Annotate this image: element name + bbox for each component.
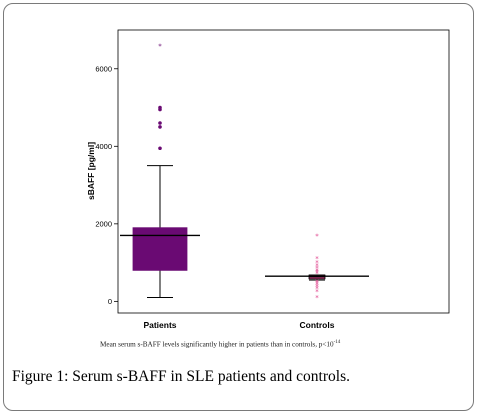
y-axis-label: sBAFF [pg/ml] [86,142,96,200]
figure-caption: Figure 1: Serum s-BAFF in SLE patients a… [12,368,467,386]
x-tick-label: Controls [300,320,335,330]
outlier-point: * [315,280,319,288]
x-tick-label: Patients [143,320,176,330]
outlier-point: * [315,259,319,267]
outlier-point: * [315,262,319,270]
footnote-text: Mean serum s-BAFF levels significantly h… [100,340,334,349]
outlier-point [158,125,162,129]
outlier-point: * [315,285,319,293]
footnote: Mean serum s-BAFF levels significantly h… [100,340,460,348]
y-tick-label: 4000 [95,142,112,151]
boxes-group: **************** [120,43,369,302]
iqr-box [132,227,188,271]
outlier-point: * [315,255,319,263]
y-tick-label: 0 [108,297,112,306]
y-tick-label: 2000 [95,220,112,229]
outlier-point [158,105,162,110]
outlier-point: * [315,281,319,289]
box-controls: *************** [265,232,369,302]
outlier-point: * [315,265,319,273]
outlier-point: * [315,288,319,296]
footnote-exponent: -14 [333,340,341,345]
figure-caption-text: Serum s-BAFF in SLE patients and control… [72,368,350,385]
box-patients: * [120,43,200,298]
x-axis: Patients Controls [143,320,334,330]
outlier-point: * [315,278,319,286]
extreme-point: * [158,43,162,51]
outlier-point: * [315,283,319,291]
y-axis: 0 2000 4000 6000 [95,65,118,306]
outlier-point: * [315,270,319,278]
figure-label: Figure 1: [12,368,69,385]
y-tick-label: 6000 [95,65,112,74]
outlier-point: * [315,267,319,275]
extreme-point: * [315,232,319,240]
outlier-point: * [315,268,319,276]
outlier-point [158,121,162,125]
outlier-point: * [315,294,319,302]
outlier-point [158,146,162,151]
